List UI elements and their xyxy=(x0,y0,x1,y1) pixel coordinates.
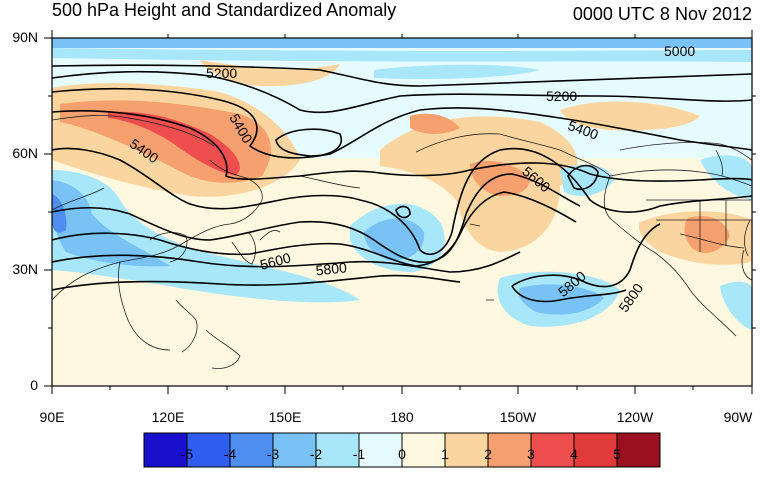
colorbar-label: -5 xyxy=(180,446,194,462)
colorbar-label: -1 xyxy=(352,446,366,462)
colorbar-swatch xyxy=(315,432,360,468)
lat-label: 90N xyxy=(12,29,38,45)
lon-label: 180 xyxy=(390,409,414,425)
colorbar-swatch xyxy=(530,432,575,468)
colorbar xyxy=(143,432,661,468)
lon-label: 150W xyxy=(499,409,537,425)
contour-label: 5200 xyxy=(546,88,577,104)
colorbar-label: 4 xyxy=(570,446,578,462)
lon-label: 90W xyxy=(723,409,753,425)
contour-label: 5600 xyxy=(258,249,292,273)
axis-ticks xyxy=(44,30,756,394)
chart-datetime: 0000 UTC 8 Nov 2012 xyxy=(572,4,752,24)
height-contours xyxy=(52,64,752,303)
colorbar-label: -3 xyxy=(266,446,280,462)
contour-label: 5200 xyxy=(206,65,237,81)
colorbar-swatch xyxy=(487,432,532,468)
lon-label: 150E xyxy=(268,409,302,425)
colorbar-label: 3 xyxy=(527,446,535,462)
colorbar-swatch xyxy=(401,432,446,468)
contour-label: 5000 xyxy=(664,43,695,59)
colorbar-label: -4 xyxy=(223,446,237,462)
chart-title: 500 hPa Height and Standardized Anomaly xyxy=(52,0,397,20)
contour-label: 5800 xyxy=(315,259,348,278)
lon-label: 120W xyxy=(616,409,654,425)
colorbar-swatch xyxy=(229,432,274,468)
colorbar-swatch xyxy=(616,432,661,468)
colorbar-label: 1 xyxy=(441,446,449,462)
colorbar-label: 5 xyxy=(613,446,621,462)
colorbar-label: 2 xyxy=(484,446,492,462)
lon-label: 120E xyxy=(151,409,185,425)
lon-label: 90E xyxy=(39,409,65,425)
colorbar-swatch xyxy=(444,432,489,468)
colorbar-label: -2 xyxy=(309,446,323,462)
colorbar-swatch xyxy=(573,432,618,468)
lat-label: 0 xyxy=(30,377,38,393)
coastlines xyxy=(52,114,752,369)
lat-label: 60N xyxy=(12,145,38,161)
colorbar-label: 0 xyxy=(398,446,406,462)
lat-label: 30N xyxy=(12,261,38,277)
